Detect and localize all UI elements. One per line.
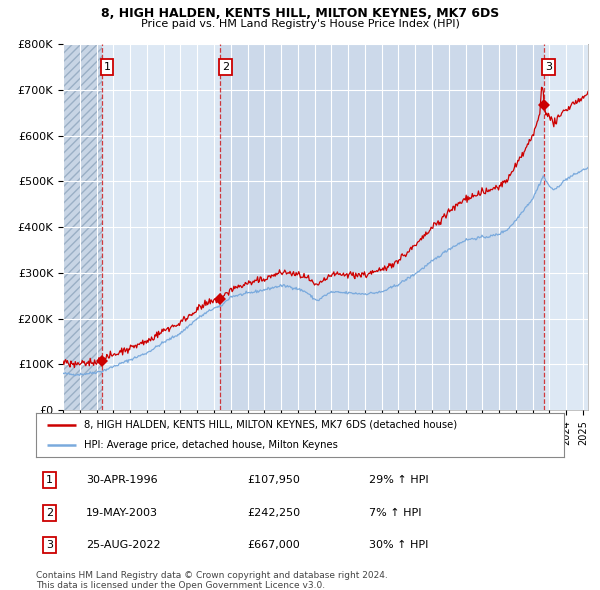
Text: HPI: Average price, detached house, Milton Keynes: HPI: Average price, detached house, Milt… bbox=[83, 440, 337, 450]
Text: 30-APR-1996: 30-APR-1996 bbox=[86, 475, 158, 485]
Bar bbox=[544, 44, 588, 410]
Text: 19-MAY-2003: 19-MAY-2003 bbox=[86, 508, 158, 517]
Text: Contains HM Land Registry data © Crown copyright and database right 2024.: Contains HM Land Registry data © Crown c… bbox=[36, 571, 388, 580]
Text: 2: 2 bbox=[222, 62, 229, 72]
Bar bbox=[102, 44, 220, 410]
Bar bbox=[220, 44, 544, 410]
Text: 30% ↑ HPI: 30% ↑ HPI bbox=[368, 540, 428, 550]
Text: 1: 1 bbox=[46, 475, 53, 485]
Text: 25-AUG-2022: 25-AUG-2022 bbox=[86, 540, 161, 550]
Text: £242,250: £242,250 bbox=[247, 508, 301, 517]
Text: £107,950: £107,950 bbox=[247, 475, 300, 485]
Text: Price paid vs. HM Land Registry's House Price Index (HPI): Price paid vs. HM Land Registry's House … bbox=[140, 19, 460, 29]
Text: 3: 3 bbox=[46, 540, 53, 550]
Bar bbox=[63, 44, 102, 410]
Text: £667,000: £667,000 bbox=[247, 540, 300, 550]
Text: 7% ↑ HPI: 7% ↑ HPI bbox=[368, 508, 421, 517]
Text: 29% ↑ HPI: 29% ↑ HPI bbox=[368, 475, 428, 485]
Text: 1: 1 bbox=[104, 62, 110, 72]
Text: 2: 2 bbox=[46, 508, 53, 517]
Text: This data is licensed under the Open Government Licence v3.0.: This data is licensed under the Open Gov… bbox=[36, 581, 325, 589]
Text: 8, HIGH HALDEN, KENTS HILL, MILTON KEYNES, MK7 6DS (detached house): 8, HIGH HALDEN, KENTS HILL, MILTON KEYNE… bbox=[83, 420, 457, 430]
Text: 3: 3 bbox=[545, 62, 552, 72]
Bar bbox=[63, 44, 102, 410]
Text: 8, HIGH HALDEN, KENTS HILL, MILTON KEYNES, MK7 6DS: 8, HIGH HALDEN, KENTS HILL, MILTON KEYNE… bbox=[101, 7, 499, 20]
